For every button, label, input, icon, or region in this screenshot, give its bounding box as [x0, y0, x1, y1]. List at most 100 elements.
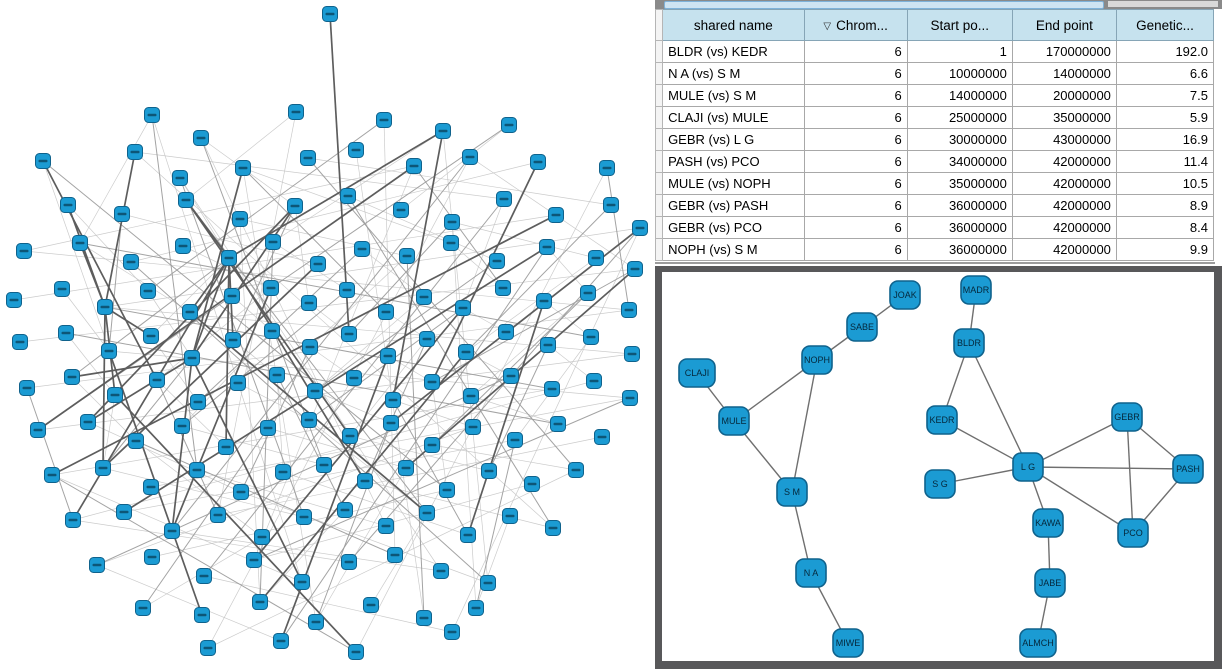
network-node[interactable]: [496, 191, 512, 207]
network-node[interactable]: [435, 123, 451, 139]
network-node[interactable]: [178, 192, 194, 208]
network-node[interactable]: [54, 281, 70, 297]
network-node[interactable]: [416, 610, 432, 626]
network-node[interactable]: [218, 439, 234, 455]
network-node[interactable]: [502, 508, 518, 524]
network-node[interactable]: [378, 518, 394, 534]
network-node[interactable]: [387, 547, 403, 563]
network-node[interactable]: [35, 153, 51, 169]
cell-value[interactable]: 16.9: [1115, 128, 1215, 151]
network-node[interactable]: [246, 552, 262, 568]
network-node[interactable]: [97, 299, 113, 315]
network-node[interactable]: [627, 261, 643, 277]
network-node[interactable]: [501, 117, 517, 133]
network-node[interactable]: [455, 300, 471, 316]
network-node[interactable]: [530, 154, 546, 170]
network-node[interactable]: [378, 304, 394, 320]
network-node[interactable]: [265, 234, 281, 250]
column-header-shared-name[interactable]: shared name: [662, 9, 805, 41]
cell-value[interactable]: 7.5: [1115, 84, 1215, 107]
network-node[interactable]: [175, 238, 191, 254]
network-node[interactable]: [363, 597, 379, 613]
network-node[interactable]: [465, 419, 481, 435]
cell-value[interactable]: 20000000: [1011, 84, 1117, 107]
cell-value[interactable]: 6: [803, 150, 908, 173]
network-node[interactable]: [230, 375, 246, 391]
network-node[interactable]: [632, 220, 648, 236]
cell-value[interactable]: 192.0: [1115, 40, 1215, 63]
network-node[interactable]: [348, 142, 364, 158]
network-node-pco[interactable]: PCO: [1117, 518, 1149, 548]
column-header-start-po[interactable]: Start po...: [906, 9, 1013, 41]
cell-value[interactable]: 170000000: [1011, 40, 1117, 63]
network-node[interactable]: [433, 563, 449, 579]
network-node[interactable]: [580, 285, 596, 301]
network-node-jabe[interactable]: JABE: [1034, 568, 1066, 598]
network-node[interactable]: [548, 207, 564, 223]
cell-value[interactable]: 34000000: [906, 150, 1013, 173]
network-node[interactable]: [307, 383, 323, 399]
network-node[interactable]: [399, 248, 415, 264]
cell-value[interactable]: 25000000: [906, 106, 1013, 129]
network-node[interactable]: [380, 348, 396, 364]
network-node[interactable]: [480, 575, 496, 591]
cell-value[interactable]: 30000000: [906, 128, 1013, 151]
network-node[interactable]: [568, 462, 584, 478]
cell-value[interactable]: 10000000: [906, 62, 1013, 85]
network-node[interactable]: [140, 283, 156, 299]
cell-value[interactable]: 43000000: [1011, 128, 1117, 151]
network-node[interactable]: [416, 289, 432, 305]
network-node[interactable]: [116, 504, 132, 520]
cell-shared-name[interactable]: PASH (vs) PCO: [662, 150, 805, 173]
network-node[interactable]: [339, 282, 355, 298]
cell-shared-name[interactable]: GEBR (vs) L G: [662, 128, 805, 151]
cell-value[interactable]: 6: [803, 128, 908, 151]
cell-value[interactable]: 36000000: [906, 216, 1013, 239]
network-node[interactable]: [498, 324, 514, 340]
cell-value[interactable]: 6: [803, 194, 908, 217]
column-header-chrom[interactable]: ▽ Chrom...: [803, 9, 908, 41]
network-node[interactable]: [128, 433, 144, 449]
network-node[interactable]: [58, 325, 74, 341]
network-node-kawa[interactable]: KAWA: [1032, 508, 1064, 538]
network-node[interactable]: [599, 160, 615, 176]
table-row[interactable]: MULE (vs) NOPH 6 35000000 42000000 10.5: [654, 172, 1215, 195]
table-row[interactable]: PASH (vs) PCO 6 34000000 42000000 11.4: [654, 150, 1215, 173]
network-node-n-a[interactable]: N A: [795, 558, 827, 588]
network-node[interactable]: [603, 197, 619, 213]
network-node[interactable]: [398, 460, 414, 476]
network-node-pash[interactable]: PASH: [1172, 454, 1204, 484]
cell-shared-name[interactable]: GEBR (vs) PASH: [662, 194, 805, 217]
network-node[interactable]: [524, 476, 540, 492]
table-row[interactable]: MULE (vs) S M 6 14000000 20000000 7.5: [654, 84, 1215, 107]
network-node[interactable]: [60, 197, 76, 213]
cell-shared-name[interactable]: MULE (vs) NOPH: [662, 172, 805, 195]
table-row[interactable]: NOPH (vs) S M 6 36000000 42000000 9.9: [654, 238, 1215, 261]
cell-value[interactable]: 42000000: [1011, 150, 1117, 173]
network-node[interactable]: [89, 557, 105, 573]
cell-shared-name[interactable]: MULE (vs) S M: [662, 84, 805, 107]
network-node[interactable]: [458, 344, 474, 360]
cell-value[interactable]: 42000000: [1011, 172, 1117, 195]
network-node[interactable]: [342, 428, 358, 444]
network-node[interactable]: [419, 331, 435, 347]
cell-value[interactable]: 6: [803, 84, 908, 107]
network-node[interactable]: [383, 415, 399, 431]
cell-shared-name[interactable]: BLDR (vs) KEDR: [662, 40, 805, 63]
network-node[interactable]: [539, 239, 555, 255]
column-header-end-point[interactable]: End point: [1011, 9, 1117, 41]
network-node-miwe[interactable]: MIWE: [832, 628, 864, 658]
network-node[interactable]: [194, 607, 210, 623]
network-node[interactable]: [127, 144, 143, 160]
network-node[interactable]: [149, 372, 165, 388]
network-node[interactable]: [101, 343, 117, 359]
network-node[interactable]: [287, 198, 303, 214]
cell-value[interactable]: 42000000: [1011, 216, 1117, 239]
network-node[interactable]: [624, 346, 640, 362]
cell-value[interactable]: 6: [803, 62, 908, 85]
network-node[interactable]: [507, 432, 523, 448]
network-node[interactable]: [123, 254, 139, 270]
network-node[interactable]: [235, 160, 251, 176]
network-node[interactable]: [189, 462, 205, 478]
network-node[interactable]: [144, 549, 160, 565]
